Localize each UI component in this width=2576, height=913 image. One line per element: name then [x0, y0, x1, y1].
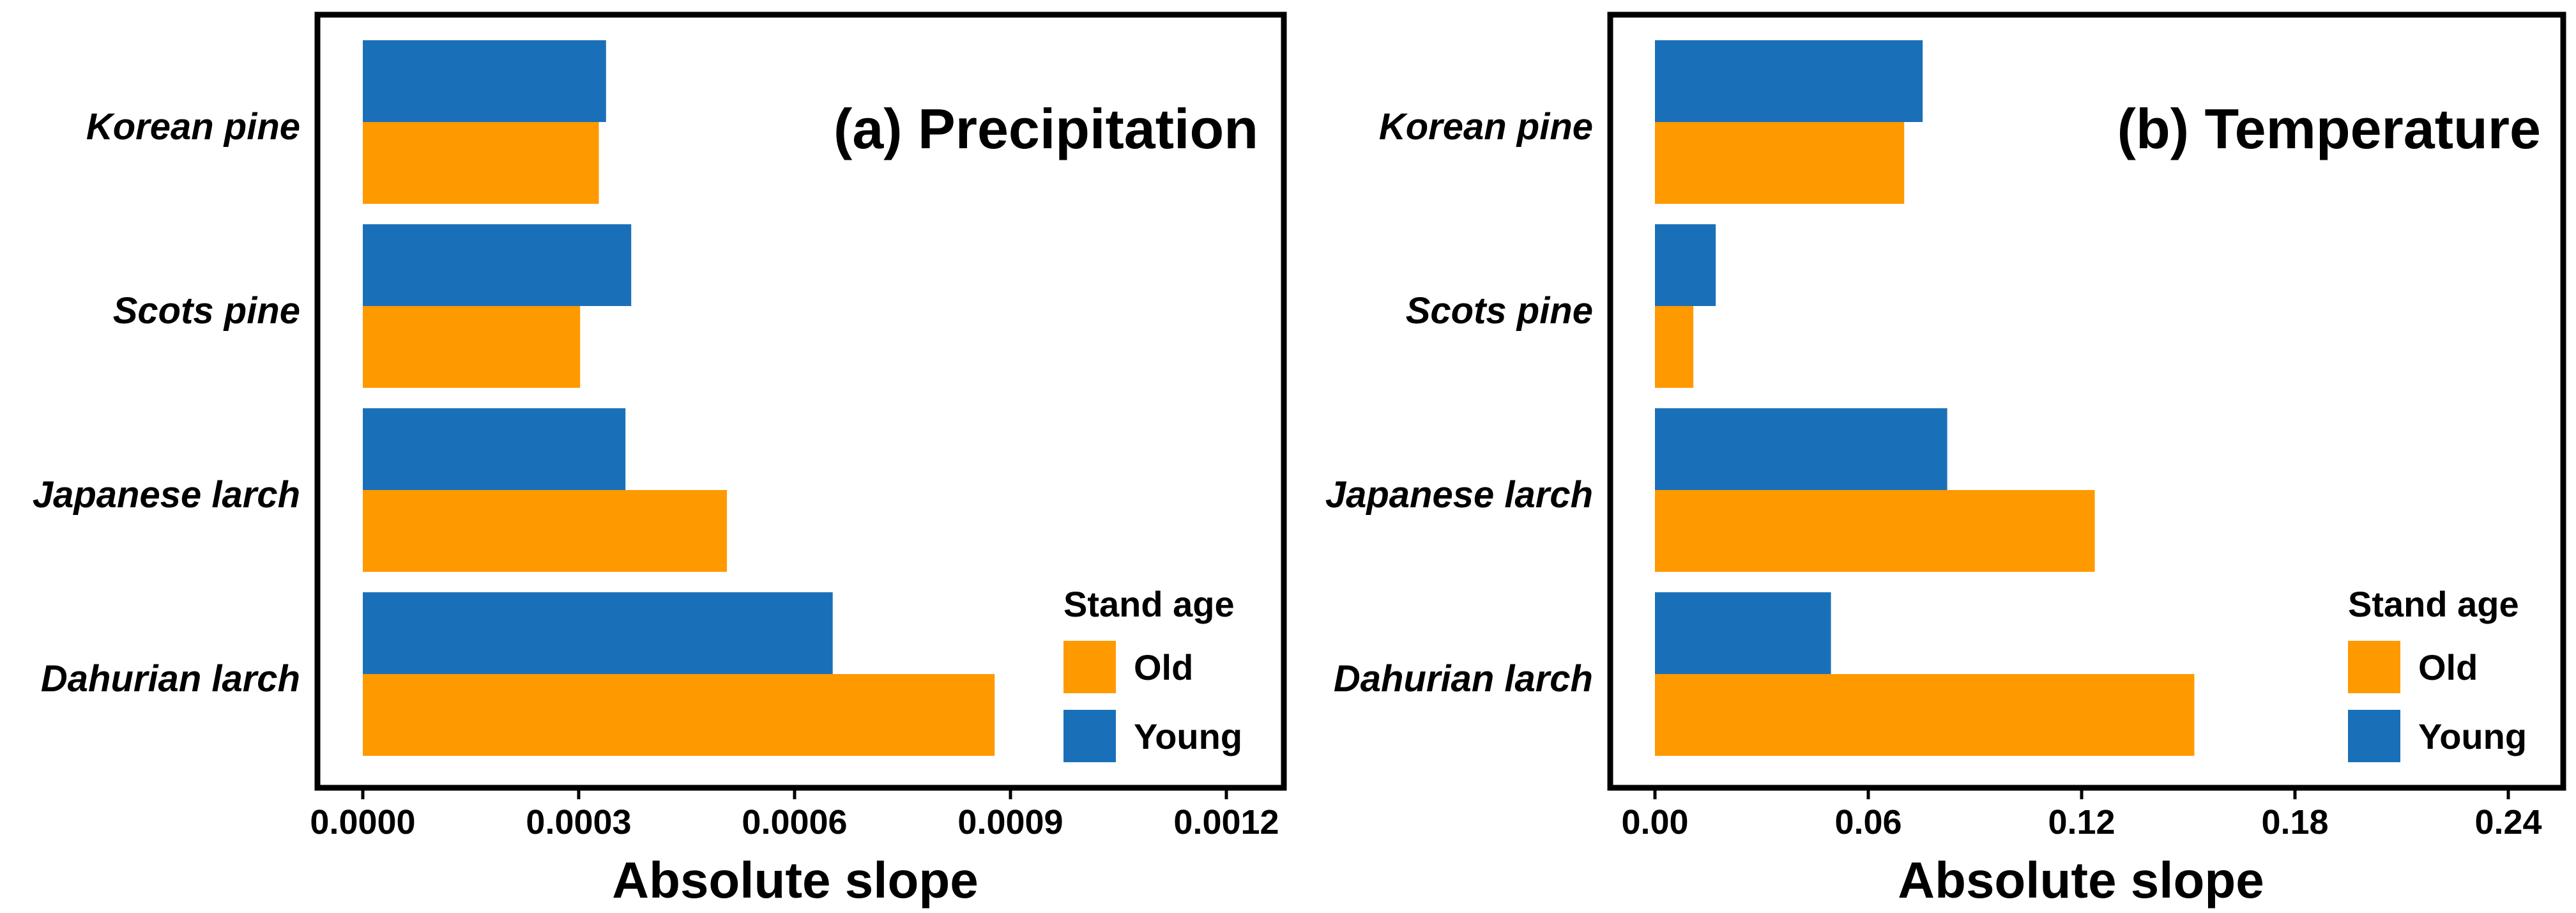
category-label-scots-pine: Scots pine	[113, 290, 300, 332]
panel-title: (a) Precipitation	[834, 97, 1258, 160]
x-tick-label-0: 0.0000	[310, 803, 415, 841]
x-axis-title: Absolute slope	[1898, 852, 2264, 909]
category-label-japanese-larch: Japanese larch	[33, 474, 300, 516]
category-label-japanese-larch: Japanese larch	[1325, 474, 1593, 516]
legend-title: Stand age	[1063, 584, 1235, 624]
category-label-korean-pine: Korean pine	[86, 106, 300, 148]
x-tick-label-2: 0.0006	[742, 803, 847, 841]
bar-dahurian-larch-old	[1655, 674, 2195, 756]
category-label-korean-pine: Korean pine	[1379, 106, 1593, 148]
x-tick-label-1: 0.0003	[526, 803, 631, 841]
bar-korean-pine-old	[1655, 122, 1905, 204]
legend-swatch-old	[1063, 641, 1116, 693]
legend-title: Stand age	[2348, 584, 2519, 624]
plot-frame	[1607, 12, 2566, 791]
panel-precipitation: Korean pine Scots pine Japanese larch Da…	[33, 12, 1287, 909]
x-tick-label-3: 0.18	[2261, 803, 2328, 841]
legend-label-old: Old	[1134, 647, 1193, 687]
panel-title: (b) Temperature	[2117, 97, 2541, 160]
bar-dahurian-larch-young	[363, 592, 833, 674]
bar-scots-pine-young	[1655, 224, 1716, 306]
bar-scots-pine-young	[363, 224, 632, 306]
legend: Stand age Old Young	[2348, 584, 2527, 762]
x-tick-label-3: 0.0009	[957, 803, 1063, 841]
bar-dahurian-larch-old	[363, 674, 995, 756]
plot-frame	[314, 12, 1287, 791]
category-label-dahurian-larch: Dahurian larch	[41, 658, 300, 700]
x-tick-label-4: 0.24	[2474, 803, 2542, 841]
bar-dahurian-larch-young	[1655, 592, 1831, 674]
x-tick-label-0: 0.00	[1621, 803, 1688, 841]
bar-scots-pine-old	[363, 306, 581, 388]
panel-temperature: Korean pine Scots pine Japanese larch Da…	[1325, 12, 2566, 909]
legend-swatch-young	[2348, 710, 2400, 762]
bar-japanese-larch-old	[363, 490, 728, 572]
x-tick-label-2: 0.12	[2048, 803, 2115, 841]
legend-label-young: Young	[1134, 716, 1242, 756]
x-tick-label-1: 0.06	[1834, 803, 1902, 841]
bar-korean-pine-young	[363, 40, 606, 122]
legend-swatch-old	[2348, 641, 2400, 693]
x-tick-label-4: 0.0012	[1173, 803, 1279, 841]
legend: Stand age Old Young	[1063, 584, 1242, 762]
x-axis-title: Absolute slope	[612, 852, 978, 909]
bar-japanese-larch-young	[363, 408, 626, 490]
category-label-dahurian-larch: Dahurian larch	[1334, 658, 1593, 700]
bar-korean-pine-old	[363, 122, 599, 204]
bar-japanese-larch-old	[1655, 490, 2095, 572]
legend-swatch-young	[1063, 710, 1116, 762]
category-label-scots-pine: Scots pine	[1406, 290, 1593, 332]
bar-japanese-larch-young	[1655, 408, 1947, 490]
bar-korean-pine-young	[1655, 40, 1923, 122]
legend-label-old: Old	[2418, 647, 2478, 687]
legend-label-young: Young	[2418, 716, 2527, 756]
bar-scots-pine-old	[1655, 306, 1694, 388]
